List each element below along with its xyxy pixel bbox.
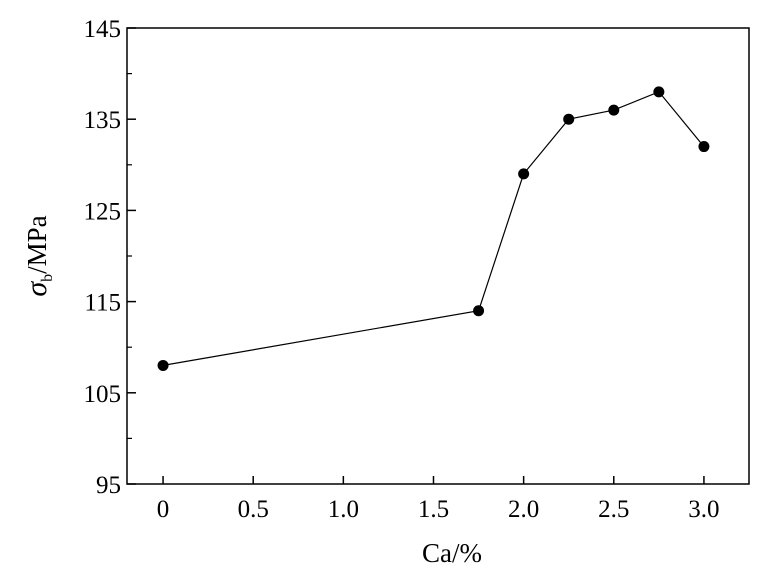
x-tick-label: 1.0 bbox=[328, 496, 359, 523]
series-line bbox=[162, 91, 705, 366]
data-point bbox=[473, 305, 485, 317]
data-point bbox=[518, 168, 530, 180]
x-tick-label: 1.5 bbox=[418, 496, 449, 523]
y-tick-label: 115 bbox=[84, 290, 121, 317]
x-tick-label: 2.5 bbox=[598, 496, 629, 523]
x-tick-label: 0.5 bbox=[238, 496, 269, 523]
y-axis-label-symbol: σ bbox=[20, 281, 53, 297]
x-tick-label: 2.0 bbox=[508, 496, 539, 523]
y-tick-label: 145 bbox=[84, 16, 122, 43]
axis-ticks bbox=[127, 27, 705, 485]
data-point bbox=[563, 113, 575, 125]
x-tick-label: 3.0 bbox=[688, 496, 719, 523]
y-tick-label: 125 bbox=[84, 198, 122, 225]
y-tick-label: 135 bbox=[84, 107, 122, 134]
data-point bbox=[157, 359, 169, 371]
y-axis-label-unit: /MPa bbox=[22, 215, 52, 274]
data-point bbox=[653, 86, 665, 98]
axis-tick-labels: 0 0.5 1.0 1.5 2.0 2.5 3.0 95 105 115 125 135 145 bbox=[84, 16, 720, 523]
data-point bbox=[608, 104, 620, 116]
y-tick-label: 105 bbox=[84, 381, 122, 408]
y-axis-label: σb/MPa bbox=[20, 215, 56, 296]
data-point bbox=[698, 141, 710, 153]
y-axis-label-subscript: b bbox=[39, 274, 56, 282]
plot-frame bbox=[126, 27, 750, 485]
x-tick-label: 0 bbox=[157, 496, 170, 523]
svg-text:σb/MPa: σb/MPa bbox=[20, 215, 56, 296]
data-points bbox=[157, 86, 710, 371]
y-tick-label: 95 bbox=[96, 472, 121, 499]
x-axis-label: Ca/% bbox=[422, 538, 482, 568]
